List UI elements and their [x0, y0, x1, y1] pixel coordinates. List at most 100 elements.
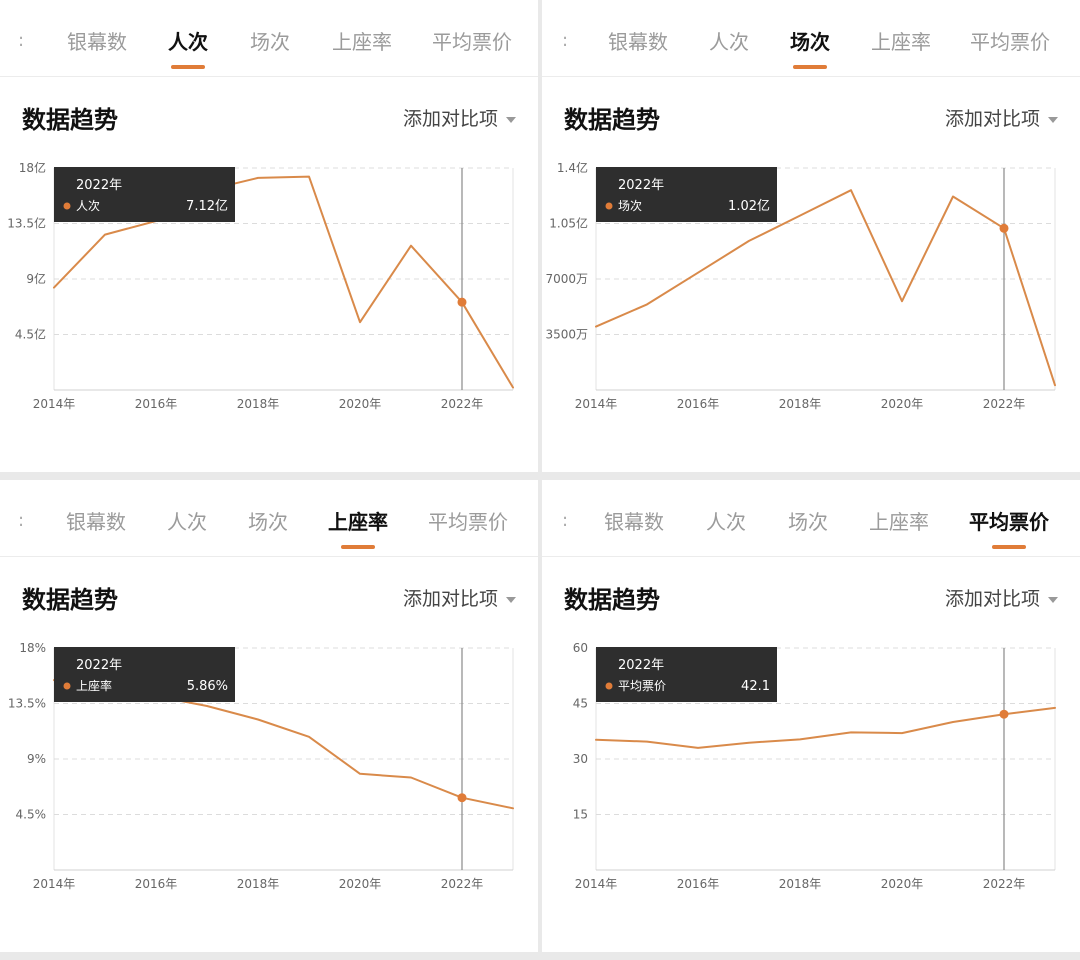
tooltip-value: 7.12亿: [186, 199, 228, 214]
x-tick-label: 2014年: [575, 397, 618, 411]
chart-card-sessions: : 银幕数 人次 场次 上座率 平均票价 数据趋势 添加对比项 1.4亿 1.05…: [542, 0, 1080, 472]
chart-card-attendance: : 银幕数 人次 场次 上座率 平均票价 数据趋势 添加对比项 18亿 13.5亿…: [0, 0, 538, 472]
y-tick-label: 13.5亿: [7, 216, 46, 231]
x-tick-label: 2014年: [575, 877, 618, 891]
tab-attendance[interactable]: 人次: [706, 510, 746, 534]
x-tick-label: 2022年: [983, 397, 1026, 411]
tooltip-dot-icon: [605, 202, 613, 210]
chart-card-occupancy: : 银幕数 人次 场次 上座率 平均票价 数据趋势 添加对比项 18% 13.5%…: [0, 480, 538, 952]
x-tick-label: 2016年: [677, 877, 720, 891]
tab-screens[interactable]: 银幕数: [66, 510, 126, 534]
tab-overflow-edge: :: [18, 510, 25, 531]
add-compare-dropdown[interactable]: 添加对比项: [403, 584, 516, 611]
tooltip-box: [596, 647, 777, 702]
metric-tabs: : 银幕数 人次 场次 上座率 平均票价: [542, 0, 1080, 77]
caret-down-icon: [506, 596, 516, 603]
tab-overflow-edge: :: [562, 30, 569, 51]
tooltip-title: 2022年: [618, 658, 664, 673]
caret-down-icon: [506, 116, 516, 123]
add-compare-dropdown[interactable]: 添加对比项: [403, 104, 516, 131]
tooltip-dot-icon: [605, 682, 613, 690]
caret-down-icon: [1048, 596, 1058, 603]
y-tick-label: 7000万: [545, 272, 588, 286]
tab-attendance[interactable]: 人次: [168, 26, 208, 69]
tab-occupancy[interactable]: 上座率: [332, 30, 392, 54]
y-tick-label: 4.5%: [16, 808, 47, 822]
tab-sessions[interactable]: 场次: [248, 510, 288, 534]
highlight-point: [457, 793, 467, 803]
x-tick-label: 2022年: [441, 877, 484, 891]
tab-attendance[interactable]: 人次: [167, 510, 207, 534]
series-line: [595, 706, 1056, 749]
tooltip-series-name: 上座率: [76, 678, 112, 693]
series-line: [53, 175, 514, 389]
tab-avg-price[interactable]: 平均票价: [432, 30, 512, 54]
x-tick-label: 2018年: [237, 397, 280, 411]
x-tick-label: 2016年: [677, 397, 720, 411]
add-compare-dropdown[interactable]: 添加对比项: [945, 584, 1058, 611]
y-tick-label: 4.5亿: [15, 327, 46, 342]
tab-avg-price[interactable]: 平均票价: [970, 30, 1050, 54]
highlight-point: [457, 297, 467, 307]
x-tick-label: 2014年: [33, 877, 76, 891]
line-chart[interactable]: 1.4亿 1.05亿 7000万 3500万 2014年 2016年 2018年 2020年 2…: [542, 0, 1080, 472]
series-line: [595, 189, 1056, 387]
tooltip-series-name: 人次: [76, 199, 100, 213]
tooltip-dot-icon: [63, 682, 71, 690]
tooltip-value: 42.1: [741, 679, 770, 694]
tooltip-box: [596, 167, 777, 222]
y-tick-label: 30: [573, 752, 588, 766]
tab-screens[interactable]: 银幕数: [608, 30, 668, 54]
tab-attendance[interactable]: 人次: [709, 30, 749, 54]
x-tick-label: 2022年: [441, 397, 484, 411]
tab-avg-price[interactable]: 平均票价: [428, 510, 508, 534]
y-tick-label: 13.5%: [8, 697, 46, 711]
chart-card-avg-price: : 银幕数 人次 场次 上座率 平均票价 数据趋势 添加对比项 60 45 30 15…: [542, 480, 1080, 952]
tooltip-series-name: 场次: [618, 199, 642, 213]
tooltip-box: [54, 167, 235, 222]
x-tick-label: 2014年: [33, 397, 76, 411]
tab-overflow-edge: :: [562, 510, 569, 531]
add-compare-label: 添加对比项: [402, 108, 498, 130]
metric-tabs: : 银幕数 人次 场次 上座率 平均票价: [542, 480, 1080, 557]
y-tick-label: 18亿: [19, 160, 46, 175]
x-tick-label: 2022年: [983, 877, 1026, 891]
highlight-point: [999, 709, 1009, 719]
tab-sessions[interactable]: 场次: [788, 510, 828, 534]
tooltip-box: [54, 647, 235, 702]
tab-occupancy[interactable]: 上座率: [871, 30, 931, 54]
x-tick-label: 2018年: [237, 877, 280, 891]
tab-screens[interactable]: 银幕数: [67, 30, 127, 54]
tooltip-title: 2022年: [76, 658, 122, 673]
add-compare-label: 添加对比项: [944, 108, 1040, 130]
metric-tabs: : 银幕数 人次 场次 上座率 平均票价: [0, 480, 538, 557]
tab-screens[interactable]: 银幕数: [604, 510, 664, 534]
y-tick-label: 60: [573, 641, 588, 655]
tab-occupancy[interactable]: 上座率: [328, 506, 388, 549]
x-tick-label: 2018年: [779, 877, 822, 891]
tab-sessions[interactable]: 场次: [250, 30, 290, 54]
x-tick-label: 2020年: [339, 397, 382, 411]
tab-sessions[interactable]: 场次: [790, 26, 830, 69]
line-chart[interactable]: 18%13.5%9%4.5%2014年 2016年 2018年 2020年 2022年2…: [0, 480, 538, 952]
tooltip-series-name: 平均票价: [618, 679, 666, 693]
tab-avg-price[interactable]: 平均票价: [969, 506, 1049, 549]
y-tick-label: 1.4亿: [557, 160, 588, 175]
x-tick-label: 2020年: [881, 877, 924, 891]
caret-down-icon: [1048, 116, 1058, 123]
tooltip-title: 2022年: [618, 178, 664, 193]
y-tick-label: 45: [573, 697, 588, 711]
add-compare-label: 添加对比项: [402, 588, 498, 610]
metric-tabs: : 银幕数 人次 场次 上座率 平均票价: [0, 0, 538, 77]
y-tick-label: 9亿: [26, 271, 46, 286]
add-compare-dropdown[interactable]: 添加对比项: [945, 104, 1058, 131]
tab-occupancy[interactable]: 上座率: [869, 510, 929, 534]
x-tick-label: 2016年: [135, 877, 178, 891]
highlight-point: [999, 223, 1009, 233]
y-tick-label: 15: [573, 808, 588, 822]
